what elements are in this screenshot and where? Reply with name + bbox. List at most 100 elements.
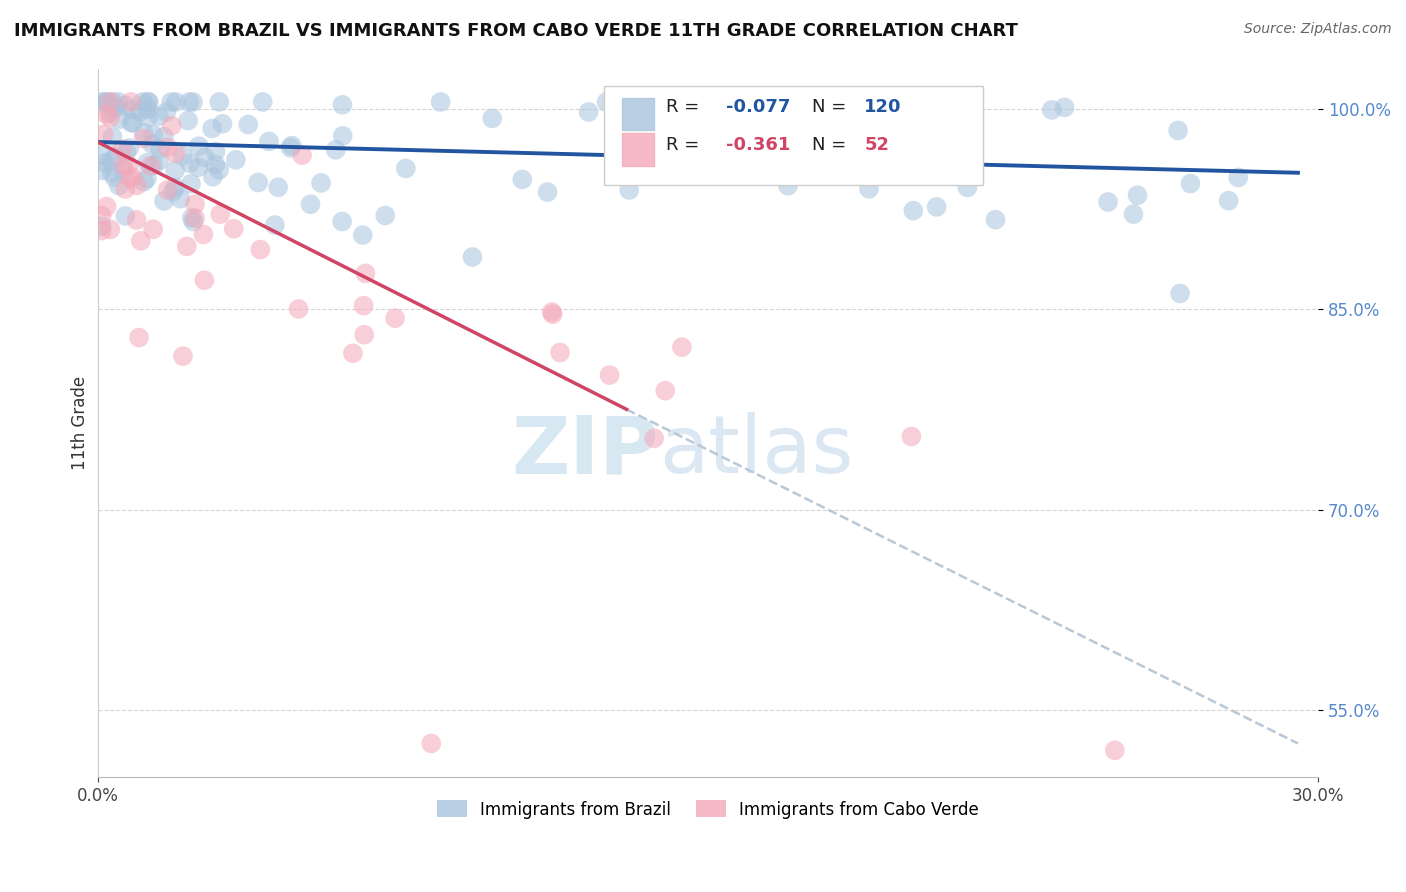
- Point: [578, 105, 600, 120]
- Point: [136, 103, 159, 117]
- Point: [792, 124, 814, 138]
- Point: [643, 431, 665, 445]
- Point: [208, 95, 231, 109]
- Point: [90, 95, 112, 109]
- Text: 120: 120: [865, 98, 901, 117]
- Point: [342, 346, 364, 360]
- Point: [142, 222, 165, 236]
- Point: [90, 163, 112, 178]
- Point: [619, 183, 641, 197]
- Point: [149, 142, 172, 156]
- Point: [177, 113, 200, 128]
- Point: [353, 327, 375, 342]
- Point: [927, 95, 949, 109]
- Text: -0.077: -0.077: [727, 98, 790, 117]
- Point: [165, 95, 187, 109]
- Point: [108, 112, 131, 127]
- Point: [184, 211, 207, 225]
- Point: [118, 171, 141, 186]
- Point: [1097, 194, 1119, 209]
- Point: [148, 109, 170, 123]
- Point: [287, 301, 309, 316]
- Point: [172, 149, 194, 163]
- Point: [120, 115, 142, 129]
- Point: [1126, 188, 1149, 202]
- Point: [257, 134, 280, 148]
- Point: [204, 145, 226, 159]
- Point: [132, 175, 155, 189]
- Point: [141, 137, 163, 152]
- Point: [122, 116, 145, 130]
- Point: [101, 166, 124, 180]
- Point: [118, 141, 141, 155]
- Text: R =: R =: [666, 136, 706, 154]
- Point: [461, 250, 484, 264]
- Y-axis label: 11th Grade: 11th Grade: [72, 376, 89, 470]
- Point: [139, 159, 162, 173]
- Text: N =: N =: [811, 98, 852, 117]
- Point: [120, 95, 142, 109]
- Point: [1040, 103, 1063, 117]
- Point: [352, 228, 374, 243]
- Point: [155, 105, 177, 120]
- Point: [105, 101, 128, 115]
- Point: [1167, 123, 1189, 137]
- Point: [112, 159, 135, 173]
- Point: [332, 97, 354, 112]
- Point: [135, 171, 157, 186]
- Point: [131, 95, 153, 109]
- Point: [184, 197, 207, 211]
- Point: [332, 128, 354, 143]
- Point: [160, 119, 183, 133]
- Point: [354, 266, 377, 280]
- Point: [117, 158, 139, 172]
- Point: [1053, 100, 1076, 114]
- Point: [1180, 177, 1202, 191]
- Point: [94, 95, 117, 109]
- Point: [429, 95, 451, 109]
- Point: [98, 95, 121, 109]
- Point: [180, 211, 202, 225]
- Point: [599, 368, 621, 383]
- Point: [330, 214, 353, 228]
- Point: [100, 222, 122, 236]
- Point: [201, 121, 224, 136]
- Point: [793, 141, 815, 155]
- Point: [114, 209, 136, 223]
- Point: [903, 203, 925, 218]
- Point: [776, 178, 799, 193]
- Point: [225, 153, 247, 167]
- Point: [222, 221, 245, 235]
- Point: [125, 213, 148, 227]
- Point: [181, 95, 204, 109]
- Point: [100, 103, 122, 117]
- Point: [132, 126, 155, 140]
- Point: [299, 197, 322, 211]
- Point: [156, 140, 179, 154]
- Point: [101, 129, 124, 144]
- Point: [107, 95, 129, 109]
- Point: [115, 145, 138, 159]
- Point: [768, 95, 790, 109]
- Point: [984, 212, 1007, 227]
- Point: [420, 736, 443, 750]
- Point: [132, 131, 155, 145]
- Point: [956, 180, 979, 194]
- Point: [249, 243, 271, 257]
- Point: [165, 180, 187, 194]
- Point: [671, 340, 693, 354]
- Text: Source: ZipAtlas.com: Source: ZipAtlas.com: [1244, 22, 1392, 37]
- Point: [536, 185, 558, 199]
- Point: [160, 95, 183, 109]
- Point: [129, 234, 152, 248]
- Point: [142, 128, 165, 142]
- Point: [114, 98, 136, 112]
- Point: [211, 117, 233, 131]
- Point: [108, 178, 131, 193]
- Point: [148, 153, 170, 168]
- Point: [111, 142, 134, 156]
- Point: [925, 200, 948, 214]
- Point: [176, 239, 198, 253]
- Point: [129, 104, 152, 119]
- Point: [201, 169, 224, 184]
